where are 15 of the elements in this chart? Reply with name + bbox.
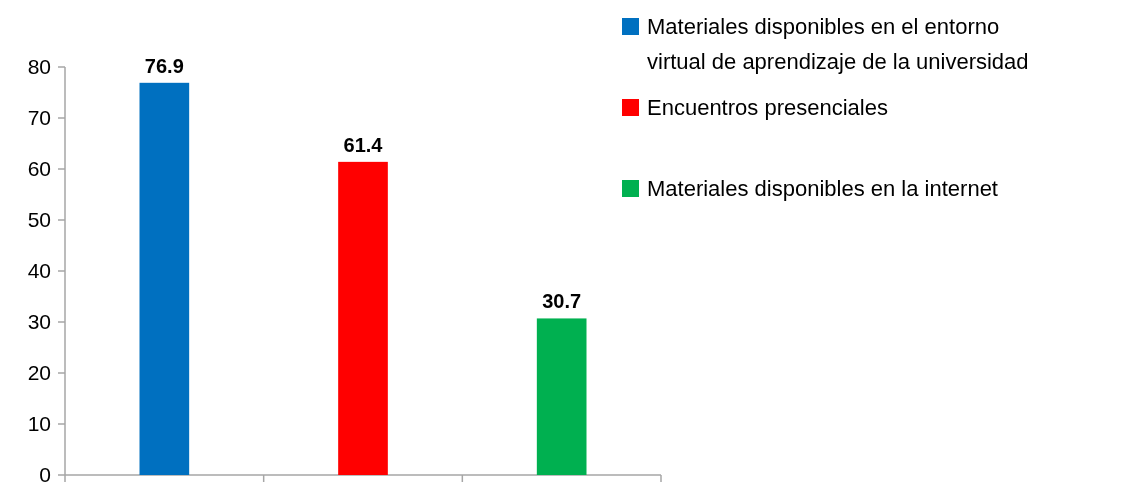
y-tick-label: 30	[27, 310, 51, 334]
y-tick-label: 50	[27, 208, 51, 232]
y-tick-label: 40	[27, 259, 51, 283]
y-tick-label: 60	[27, 157, 51, 181]
y-tick-label: 0	[39, 463, 51, 485]
y-tick-label: 10	[27, 412, 51, 436]
y-tick-label: 70	[27, 106, 51, 130]
legend-label: Materiales disponibles en la internet	[647, 176, 998, 201]
data-label: 61.4	[343, 133, 384, 156]
y-tick-label: 80	[27, 55, 51, 79]
y-tick-label: 20	[27, 361, 51, 385]
legend-label: Materiales disponibles en el entorno virtual de aprendizaje de la universidad	[647, 14, 1029, 74]
data-label: 76.9	[144, 54, 184, 77]
data-label: 30.7	[542, 290, 582, 313]
legend-label: Encuentros presenciales	[647, 95, 888, 120]
